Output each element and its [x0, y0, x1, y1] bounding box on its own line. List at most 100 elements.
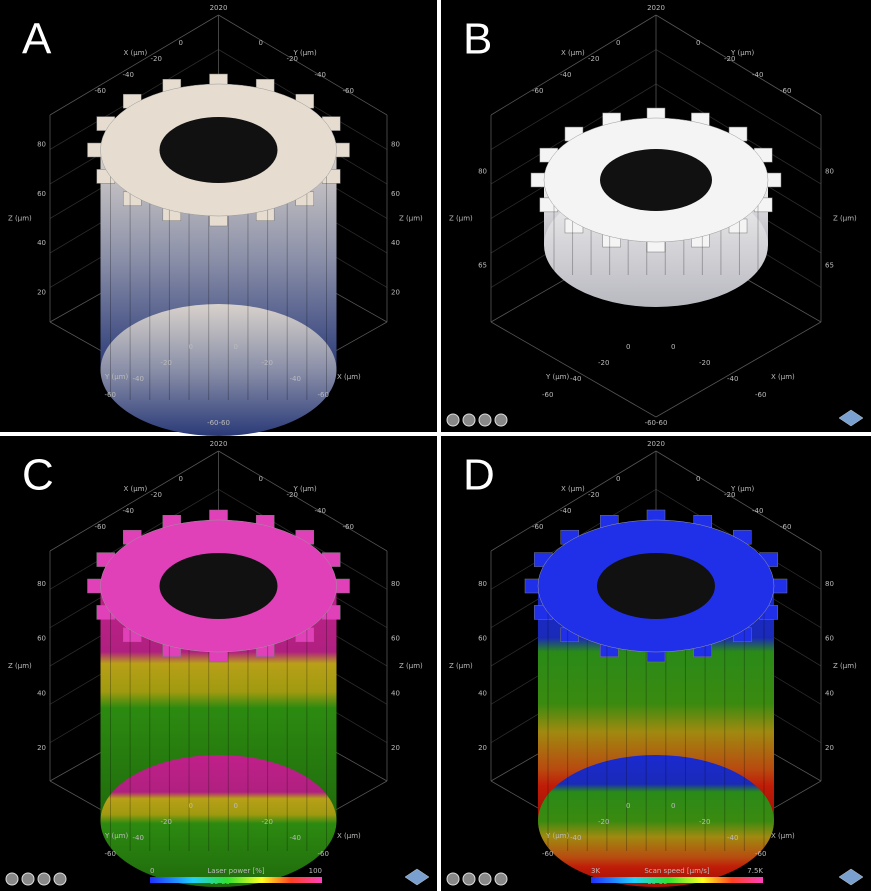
z-tick-label: 60 — [478, 635, 487, 643]
cylinder-hole — [160, 553, 278, 619]
y-tick-label: 0 — [189, 802, 193, 810]
x-tick-label: -40 — [290, 375, 301, 383]
x-tick-label: -20 — [588, 491, 599, 499]
x-tick-label: -20 — [588, 55, 599, 63]
y-tick-label: -40 — [315, 71, 326, 79]
x-axis-label: X (µm) — [771, 832, 795, 840]
view-button[interactable] — [447, 873, 459, 885]
view-button[interactable] — [463, 873, 475, 885]
view-button[interactable] — [495, 873, 507, 885]
x-tick-label: -60 — [755, 391, 766, 399]
z-tick-label: 80 — [478, 580, 487, 588]
x-tick-label: 0 — [671, 802, 675, 810]
colorbar — [150, 877, 322, 883]
x-axis-label: X (µm) — [124, 485, 148, 493]
x-tick-label: -20 — [699, 359, 710, 367]
z-tick-label: 60 — [37, 190, 46, 198]
top-tick: 2020 — [210, 440, 228, 448]
y-tick-label: 0 — [696, 475, 700, 483]
y-tick-label: -20 — [287, 491, 298, 499]
y-tick-label: -40 — [315, 507, 326, 515]
x-tick-label: 0 — [616, 39, 620, 47]
y-tick-label: -60 — [780, 523, 791, 531]
z-tick-label: 20 — [37, 744, 46, 752]
top-tick: 2020 — [210, 4, 228, 12]
panel-letter: A — [22, 15, 52, 64]
colorbar-min: 0 — [150, 867, 154, 875]
top-tick: 2020 — [647, 440, 665, 448]
x-axis-label: X (µm) — [561, 485, 585, 493]
y-tick-label: -40 — [570, 375, 581, 383]
z-tick-label: 65 — [478, 262, 487, 270]
z-axis-label: Z (µm) — [449, 215, 473, 223]
z-tick-label: 20 — [478, 744, 487, 752]
x-tick-label: -40 — [727, 834, 738, 842]
z-axis-label: Z (µm) — [8, 662, 32, 670]
view-button[interactable] — [479, 414, 491, 426]
z-axis-label: Z (µm) — [399, 662, 423, 670]
z-axis-label: Z (µm) — [833, 662, 857, 670]
y-tick-label: -40 — [752, 71, 763, 79]
view-button[interactable] — [463, 414, 475, 426]
view-button[interactable] — [22, 873, 34, 885]
colorbar-max: 7.5K — [747, 867, 763, 875]
y-tick-label: -20 — [161, 359, 172, 367]
z-tick-label: 40 — [391, 689, 400, 697]
view-button[interactable] — [38, 873, 50, 885]
figure: A2020-60-60X (µm)Y (µm)Z (µm)Z (µm)X (µm… — [0, 0, 871, 891]
x-tick-label: -20 — [151, 491, 162, 499]
z-tick-label: 60 — [391, 635, 400, 643]
x-tick-label: -60 — [755, 850, 766, 858]
x-axis-label: X (µm) — [561, 49, 585, 57]
z-tick-label: 80 — [37, 580, 46, 588]
z-tick-label: 80 — [391, 141, 400, 149]
x-tick-label: -60 — [318, 850, 329, 858]
x-tick-label: -20 — [262, 359, 273, 367]
x-axis-label: X (µm) — [124, 49, 148, 57]
x-tick-label: -60 — [532, 523, 543, 531]
z-tick-label: 40 — [37, 689, 46, 697]
x-tick-label: -40 — [560, 71, 571, 79]
view-button[interactable] — [495, 414, 507, 426]
y-axis-label: Y (µm) — [545, 373, 570, 381]
z-tick-label: 80 — [825, 580, 834, 588]
panel-letter: C — [22, 451, 54, 500]
panel: C2020-60-60X (µm)Y (µm)Z (µm)Z (µm)X (µm… — [0, 436, 437, 891]
bottom-tick: -60-60 — [645, 419, 668, 427]
y-tick-label: -60 — [343, 87, 354, 95]
z-tick-label: 60 — [825, 635, 834, 643]
x-tick-label: -20 — [699, 818, 710, 826]
x-tick-label: 0 — [234, 802, 238, 810]
y-tick-label: -40 — [133, 834, 144, 842]
z-tick-label: 80 — [825, 167, 834, 175]
x-tick-label: 0 — [671, 343, 675, 351]
x-tick-label: -60 — [95, 87, 106, 95]
x-axis-label: X (µm) — [337, 373, 361, 381]
y-tick-label: -60 — [542, 850, 553, 858]
z-tick-label: 20 — [391, 744, 400, 752]
y-tick-label: -60 — [343, 523, 354, 531]
z-tick-label: 80 — [37, 141, 46, 149]
view-button[interactable] — [6, 873, 18, 885]
x-tick-label: -40 — [123, 71, 134, 79]
y-tick-label: -60 — [780, 87, 791, 95]
z-tick-label: 20 — [37, 288, 46, 296]
x-tick-label: 0 — [616, 475, 620, 483]
y-tick-label: -60 — [105, 391, 116, 399]
bottom-tick: -60-60 — [207, 419, 230, 427]
x-tick-label: -40 — [123, 507, 134, 515]
y-tick-label: -60 — [105, 850, 116, 858]
y-tick-label: -40 — [133, 375, 144, 383]
x-tick-label: -40 — [290, 834, 301, 842]
top-tick: 2020 — [647, 4, 665, 12]
y-tick-label: -20 — [598, 359, 609, 367]
colorbar — [591, 877, 763, 883]
x-tick-label: -20 — [262, 818, 273, 826]
z-tick-label: 20 — [391, 288, 400, 296]
view-button[interactable] — [447, 414, 459, 426]
view-button[interactable] — [479, 873, 491, 885]
panel-letter: D — [463, 451, 495, 500]
view-button[interactable] — [54, 873, 66, 885]
